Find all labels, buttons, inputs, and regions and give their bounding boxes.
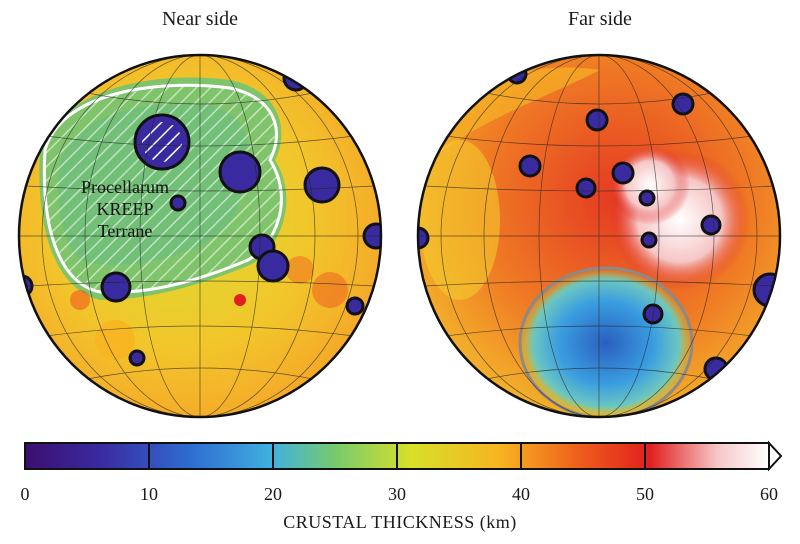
colorbar-tick-20: 20 (264, 484, 282, 504)
terrane-label-line-3: Terrane (97, 221, 153, 241)
colorbar-tick-50: 50 (636, 484, 654, 504)
colorbar-tick-10: 10 (140, 484, 158, 504)
near-side-globe (19, 55, 381, 417)
colorbar-tick-40: 40 (512, 484, 530, 504)
colorbar-tick-60: 60 (760, 484, 778, 504)
terrane-label: Procellarum KREEP Terrane (50, 176, 200, 242)
near-side-graticule (19, 55, 381, 417)
terrane-label-line-1: Procellarum (81, 177, 169, 197)
colorbar-tick-30: 30 (388, 484, 406, 504)
terrane-label-line-2: KREEP (96, 199, 154, 219)
near-side-title: Near side (161, 8, 239, 30)
colorbar (24, 440, 783, 472)
far-side-title: Far side (568, 8, 632, 30)
colorbar-tick-0: 0 (20, 484, 30, 504)
far-side-graticule (418, 55, 780, 417)
colorbar-title: CRUSTAL THICKNESS (km) (283, 512, 517, 532)
